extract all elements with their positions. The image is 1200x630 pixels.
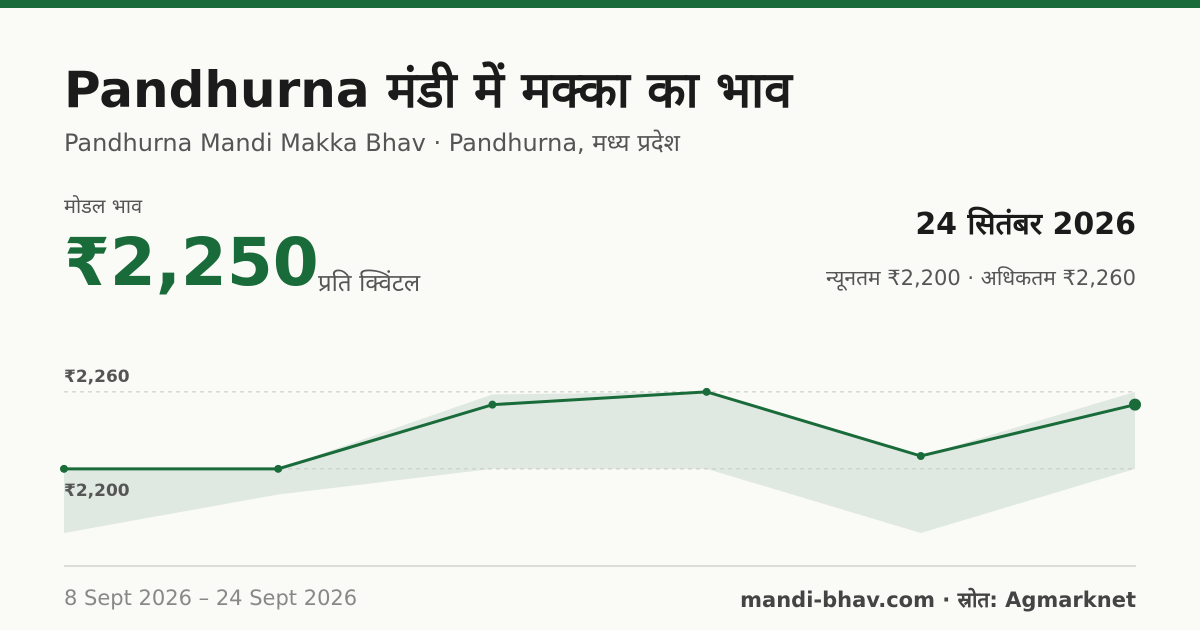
top-bar	[0, 0, 1200, 8]
price-line	[64, 390, 1136, 471]
subtitle: Pandhurna Mandi Makka Bhav · Pandhurna, …	[64, 129, 680, 157]
price-unit: प्रति क्विंटल	[318, 269, 421, 297]
date: 24 सितंबर 2026	[915, 207, 1136, 242]
title: Pandhurna मंडी में मक्का का भाव	[64, 61, 792, 119]
y-tick-label: ₹2,200	[64, 481, 130, 501]
price-value: ₹2,250	[64, 224, 319, 301]
point	[274, 464, 283, 473]
source: mandi-bhav.com · स्रोत: Agmarknet	[740, 588, 1136, 612]
y-tick-label: ₹2,260	[64, 367, 130, 387]
point	[488, 400, 497, 409]
min-max: न्यूनतम ₹2,200 · अधिकतम ₹2,260	[826, 266, 1136, 290]
point	[60, 464, 68, 473]
range-band	[64, 391, 1135, 533]
price-label: मोडल भाव	[64, 194, 143, 218]
date-range: 8 Sept 2026 – 24 Sept 2026	[64, 586, 358, 610]
point	[702, 387, 711, 396]
point	[916, 452, 925, 461]
point	[1129, 398, 1141, 411]
